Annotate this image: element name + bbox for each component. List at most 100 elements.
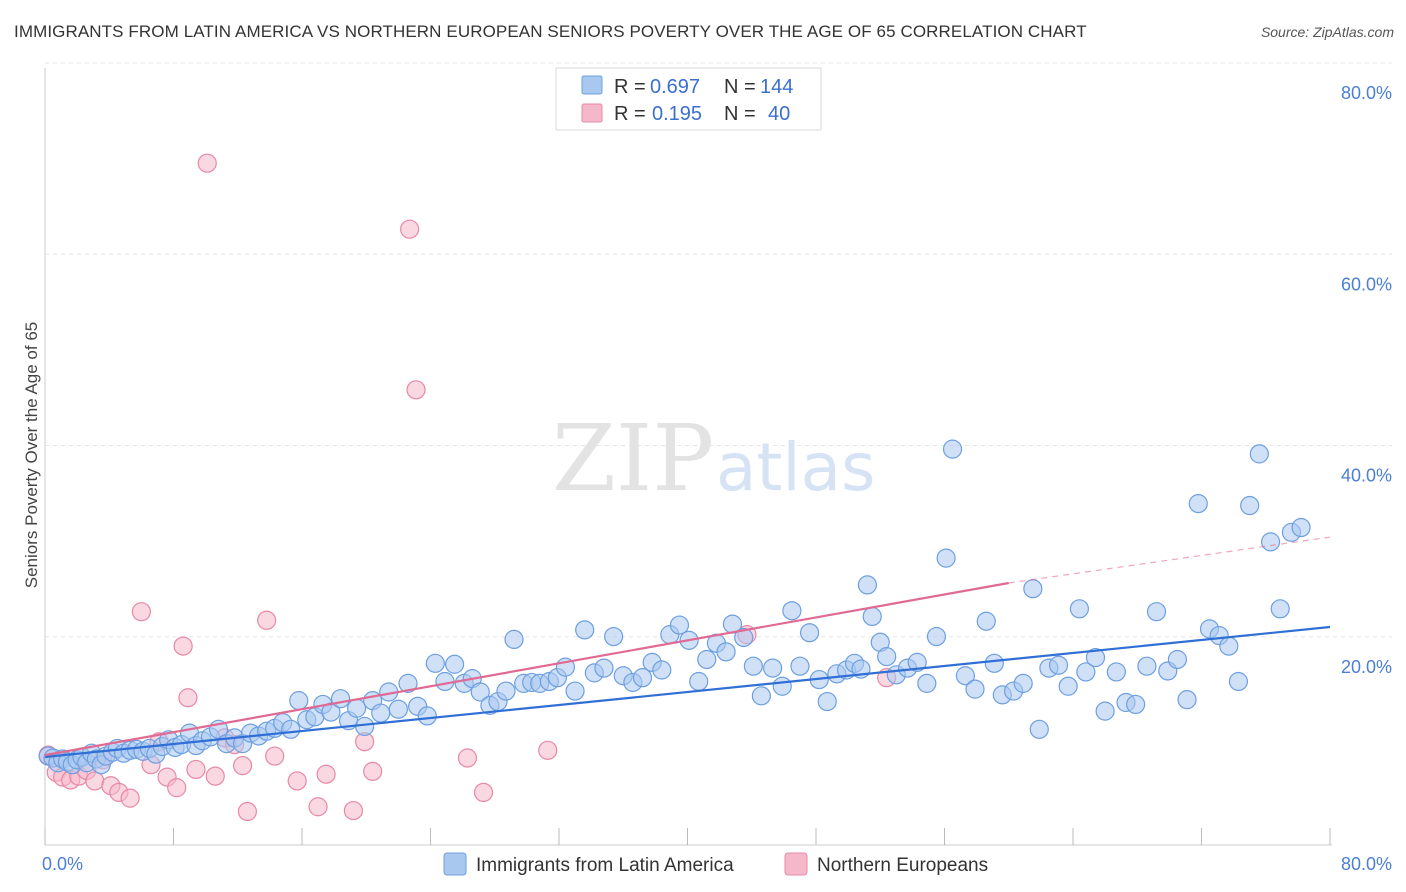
point-latin-america-132 (1126, 694, 1146, 715)
point-latin-america-148 (1291, 517, 1311, 538)
point-northern-europeans-19 (197, 153, 217, 173)
point-latin-america-72 (575, 620, 595, 640)
point-northern-europeans-20 (205, 766, 225, 786)
point-northern-europeans-25 (257, 610, 277, 630)
point-latin-america-138 (1188, 494, 1208, 514)
point-latin-america-136 (1167, 649, 1188, 670)
point-latin-america-114 (955, 666, 975, 686)
legend-n-value-1: 144 (760, 76, 793, 98)
point-latin-america-51 (388, 699, 408, 719)
point-latin-america-126 (1069, 599, 1090, 619)
point-latin-america-38 (281, 719, 301, 739)
point-latin-america-120 (1013, 673, 1033, 693)
point-latin-america-92 (763, 658, 783, 678)
point-northern-europeans-33 (400, 219, 420, 239)
point-northern-europeans-28 (308, 797, 328, 817)
point-northern-europeans-6 (85, 771, 105, 791)
point-northern-europeans-36 (473, 782, 494, 803)
watermark: ZIP atlas (552, 405, 876, 512)
point-northern-europeans-17 (178, 688, 198, 708)
point-latin-america-82 (669, 615, 690, 635)
x-tick-label-max: 80.0% (1341, 854, 1392, 874)
point-latin-america-87 (716, 642, 736, 662)
point-latin-america-125 (1058, 676, 1078, 696)
point-latin-america-106 (877, 647, 897, 667)
point-northern-europeans-35 (457, 748, 478, 768)
bottom-legend-label-latin-america: Immigrants from Latin America (476, 855, 734, 876)
point-latin-america-117 (984, 653, 1004, 673)
point-latin-america-128 (1085, 647, 1106, 668)
point-latin-america-146 (1270, 599, 1290, 619)
point-latin-america-93 (772, 676, 792, 696)
watermark-atlas: atlas (716, 429, 876, 506)
point-latin-america-133 (1137, 656, 1157, 676)
point-northern-europeans-26 (265, 746, 285, 766)
point-northern-europeans-29 (316, 764, 336, 784)
point-latin-america-75 (604, 626, 624, 647)
point-northern-europeans-10 (120, 788, 140, 808)
point-northern-europeans-24 (237, 801, 257, 822)
point-latin-america-129 (1095, 701, 1115, 721)
y-tick-label-40: 40.0% (1341, 466, 1392, 486)
point-latin-america-52 (398, 673, 418, 693)
point-northern-europeans-32 (363, 761, 383, 781)
source-attribution: Source: ZipAtlas.com (1260, 24, 1394, 40)
point-latin-america-109 (907, 652, 927, 672)
point-latin-america-137 (1177, 690, 1197, 710)
point-latin-america-143 (1240, 495, 1260, 516)
point-latin-america-71 (565, 681, 585, 701)
point-latin-america-144 (1249, 444, 1269, 464)
point-latin-america-84 (689, 671, 709, 692)
point-latin-america-91 (751, 686, 771, 706)
gridlines (45, 62, 1392, 638)
point-latin-america-130 (1106, 662, 1126, 682)
point-northern-europeans-16 (173, 636, 193, 656)
point-latin-america-124 (1048, 655, 1069, 675)
point-latin-america-141 (1219, 636, 1239, 656)
legend-swatch-latin-america (581, 75, 603, 95)
point-latin-america-122 (1029, 719, 1049, 739)
y-tick-label-80: 80.0% (1341, 83, 1392, 103)
legend-r-label-1: R = (614, 76, 646, 98)
point-latin-america-113 (942, 439, 963, 459)
trend-line-latin-america (44, 625, 1331, 759)
point-latin-america-116 (976, 611, 996, 631)
point-northern-europeans-15 (167, 778, 187, 798)
point-latin-america-60 (470, 682, 490, 702)
point-northern-europeans-23 (232, 756, 253, 776)
point-northern-europeans-11 (131, 602, 151, 622)
legend-swatch-northern-europeans (581, 103, 603, 123)
legend-r-label-2: R = (614, 103, 646, 125)
point-latin-america-55 (425, 653, 445, 673)
point-latin-america-121 (1023, 579, 1043, 599)
point-latin-america-49 (371, 703, 391, 723)
watermark-zip: ZIP (552, 405, 714, 512)
x-tick-label-min: 0.0% (42, 854, 83, 874)
tick-labels: 20.0% 40.0% 60.0% 80.0% 0.0% 80.0% (42, 83, 1392, 874)
y-tick-label-20: 20.0% (1341, 657, 1392, 677)
legend-n-label-1: N = (724, 76, 756, 98)
point-latin-america-127 (1076, 662, 1096, 682)
y-axis-label: Seniors Poverty Over the Age of 65 (22, 322, 41, 588)
point-latin-america-104 (862, 606, 882, 627)
point-latin-america-80 (652, 660, 672, 680)
stats-legend: R = 0.697 N = 144 R = 0.195 N = 40 (555, 67, 822, 131)
bottom-legend-swatch-northern-europeans (784, 852, 808, 876)
point-northern-europeans-37 (538, 740, 558, 760)
point-latin-america-64 (504, 629, 524, 650)
bottom-legend-label-northern-europeans: Northern Europeans (817, 855, 988, 876)
point-latin-america-39 (289, 691, 309, 711)
trend-line-northern-europeans (44, 581, 1009, 757)
point-latin-america-89 (734, 627, 754, 648)
point-latin-america-145 (1260, 532, 1281, 552)
legend-n-label-2: N = (724, 103, 756, 125)
legend-r-value-2: 0.195 (652, 103, 702, 125)
legend-n-value-2: 40 (768, 103, 790, 125)
point-latin-america-90 (743, 656, 763, 676)
point-latin-america-94 (782, 601, 802, 621)
point-latin-america-98 (817, 691, 837, 712)
point-latin-america-54 (417, 706, 437, 726)
point-latin-america-112 (936, 548, 956, 568)
trend-line-northern-europeans-extension (1008, 536, 1331, 584)
point-northern-europeans-27 (287, 771, 307, 791)
